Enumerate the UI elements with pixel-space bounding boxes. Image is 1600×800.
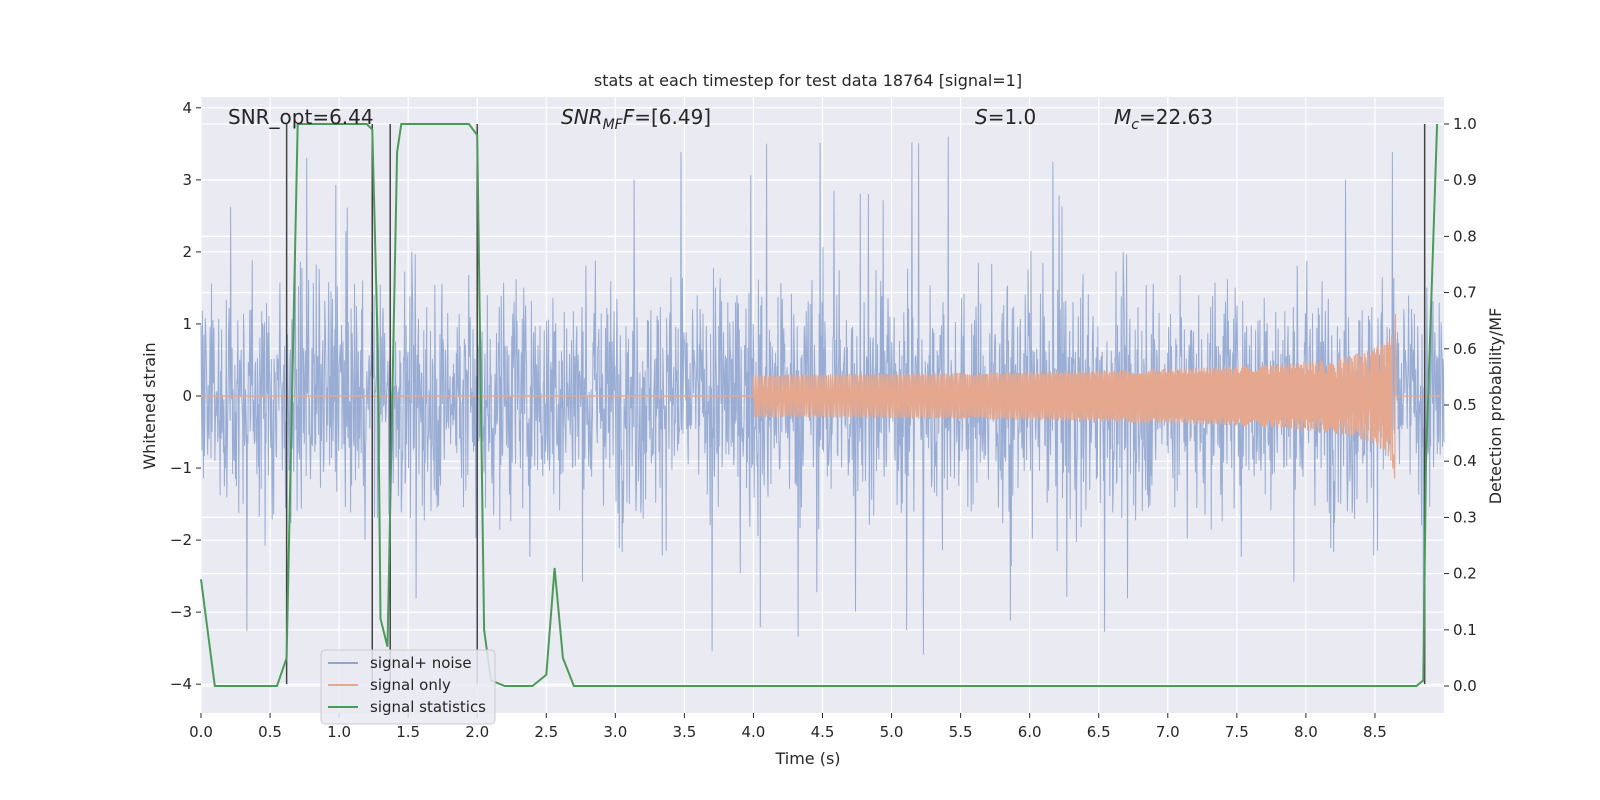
snr-mf-value: =[6.49] — [634, 105, 711, 129]
s-value: =1.0 — [988, 105, 1037, 129]
y-tick-label-left: 1 — [182, 315, 192, 333]
snr-mf-sub: MF — [603, 117, 624, 133]
x-tick-label: 7.5 — [1225, 723, 1249, 741]
y-tick-label-right: 0.1 — [1453, 621, 1477, 639]
signal-only-series — [200, 313, 1444, 479]
legend-label-stats: signal statistics — [370, 698, 486, 716]
signal-noise-series — [200, 136, 1445, 655]
annotation-mc: Mc=22.63 — [1114, 105, 1213, 133]
x-axis-label: Time (s) — [774, 749, 840, 768]
chart-title: stats at each timestep for test data 187… — [594, 71, 1022, 90]
annotation-snr-opt: SNR_opt=6.44 — [228, 105, 374, 129]
y-tick-label-right: 0.4 — [1453, 452, 1477, 470]
y-tick-label-right: 1.0 — [1453, 115, 1477, 133]
y-tick-label-left: 4 — [182, 99, 192, 117]
axis-ticks: 0.0 0.5 1.0 1.5 2.0 2.5 3.0 3.5 4.0 4.5 5.0 5.5 6.0 6… — [170, 99, 1477, 741]
signal-statistics-series — [200, 123, 1439, 687]
y-tick-label-right: 0.8 — [1453, 227, 1477, 245]
annotation-s: S=1.0 — [975, 105, 1036, 129]
legend-box — [320, 649, 496, 725]
y-tick-label-right: 0.2 — [1453, 565, 1477, 583]
x-tick-label: 6.0 — [1018, 723, 1042, 741]
x-tick-label: 7.0 — [1156, 723, 1180, 741]
y-tick-label-left: −1 — [170, 459, 192, 477]
x-tick-label: 5.5 — [949, 723, 973, 741]
noise-line — [200, 136, 1445, 655]
y-tick-label-left: 0 — [182, 387, 192, 405]
y-tick-label-left: −3 — [170, 603, 192, 621]
statistics-line — [200, 123, 1439, 687]
y-tick-label-left: 2 — [182, 243, 192, 261]
x-tick-label: 8.0 — [1294, 723, 1318, 741]
mc-prefix: M — [1114, 105, 1131, 129]
snr-mf-prefix: SNR — [561, 105, 603, 129]
x-tick-label: 1.0 — [327, 723, 351, 741]
legend-label-noise: signal+ noise — [370, 654, 472, 672]
annotation-snr-mf: SNRMFF=[6.49] — [561, 105, 711, 133]
mc-sub: c — [1131, 117, 1139, 133]
mc-value: =22.63 — [1139, 105, 1213, 129]
legend-label-signal: signal only — [370, 676, 451, 694]
snr-mf-f: F — [623, 105, 635, 129]
y-tick-label-left: 3 — [182, 171, 192, 189]
x-tick-label: 0.0 — [189, 723, 213, 741]
x-tick-label: 1.5 — [396, 723, 420, 741]
y-axis-label-left: Whitened strain — [140, 342, 159, 469]
x-tick-label: 8.5 — [1363, 723, 1387, 741]
y-tick-label-left: −2 — [170, 531, 192, 549]
y-tick-label-right: 0.7 — [1453, 284, 1477, 302]
y-axis-label-right: Detection probability/MF — [1486, 308, 1505, 505]
x-tick-label: 3.0 — [603, 723, 627, 741]
y-tick-label-right: 0.0 — [1453, 677, 1477, 695]
s-prefix: S — [975, 105, 988, 129]
x-tick-label: 6.5 — [1087, 723, 1111, 741]
x-tick-label: 2.0 — [465, 723, 489, 741]
signal-line — [200, 313, 1444, 479]
legend: signal+ noise signal only signal statist… — [320, 649, 496, 725]
x-tick-label: 5.0 — [880, 723, 904, 741]
x-tick-label: 0.5 — [258, 723, 282, 741]
x-tick-label: 2.5 — [534, 723, 558, 741]
y-tick-label-left: −4 — [170, 675, 192, 693]
y-tick-label-right: 0.6 — [1453, 340, 1477, 358]
x-tick-label: 3.5 — [672, 723, 696, 741]
y-tick-label-right: 0.3 — [1453, 508, 1477, 526]
x-tick-label: 4.5 — [811, 723, 835, 741]
x-tick-label: 4.0 — [742, 723, 766, 741]
y-tick-label-right: 0.9 — [1453, 171, 1477, 189]
y-tick-label-right: 0.5 — [1453, 396, 1477, 414]
